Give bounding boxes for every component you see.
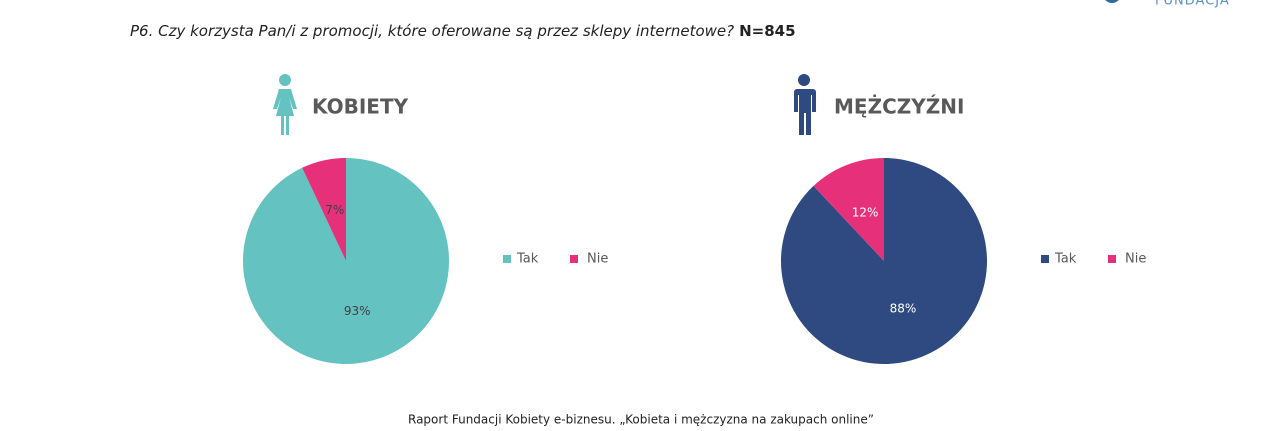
data-label: 93% [344,304,371,318]
pie-slice [242,158,449,365]
man-icon [794,74,816,135]
chart-title: KOBIETY [312,95,409,119]
legend-swatch [570,255,578,263]
data-label: 7% [325,203,344,217]
legend-swatch [1041,255,1049,263]
logo-text: FUNDACJA [1155,0,1230,9]
legend-swatch [503,255,511,263]
chart-title: MĘŻCZYŹNI [834,95,964,119]
data-label: 88% [890,301,917,315]
sample-size: N=845 [739,22,795,40]
logo-mark [1105,0,1119,3]
question: P6. Czy korzysta Pan/i z promocji, które… [130,22,796,40]
legend-label: Nie [1125,252,1146,267]
data-label: 12% [852,206,879,220]
legend-label: Tak [516,252,539,267]
pie-slice [813,158,884,261]
legend-label: Tak [1054,252,1077,267]
woman-icon [273,74,297,135]
footer: Raport Fundacji Kobiety e-biznesu. „Kobi… [408,413,874,427]
pie-slice [302,158,346,261]
legend-label: Nie [587,252,608,267]
question-text: P6. Czy korzysta Pan/i z promocji, które… [130,22,734,40]
legend-swatch [1108,255,1116,263]
